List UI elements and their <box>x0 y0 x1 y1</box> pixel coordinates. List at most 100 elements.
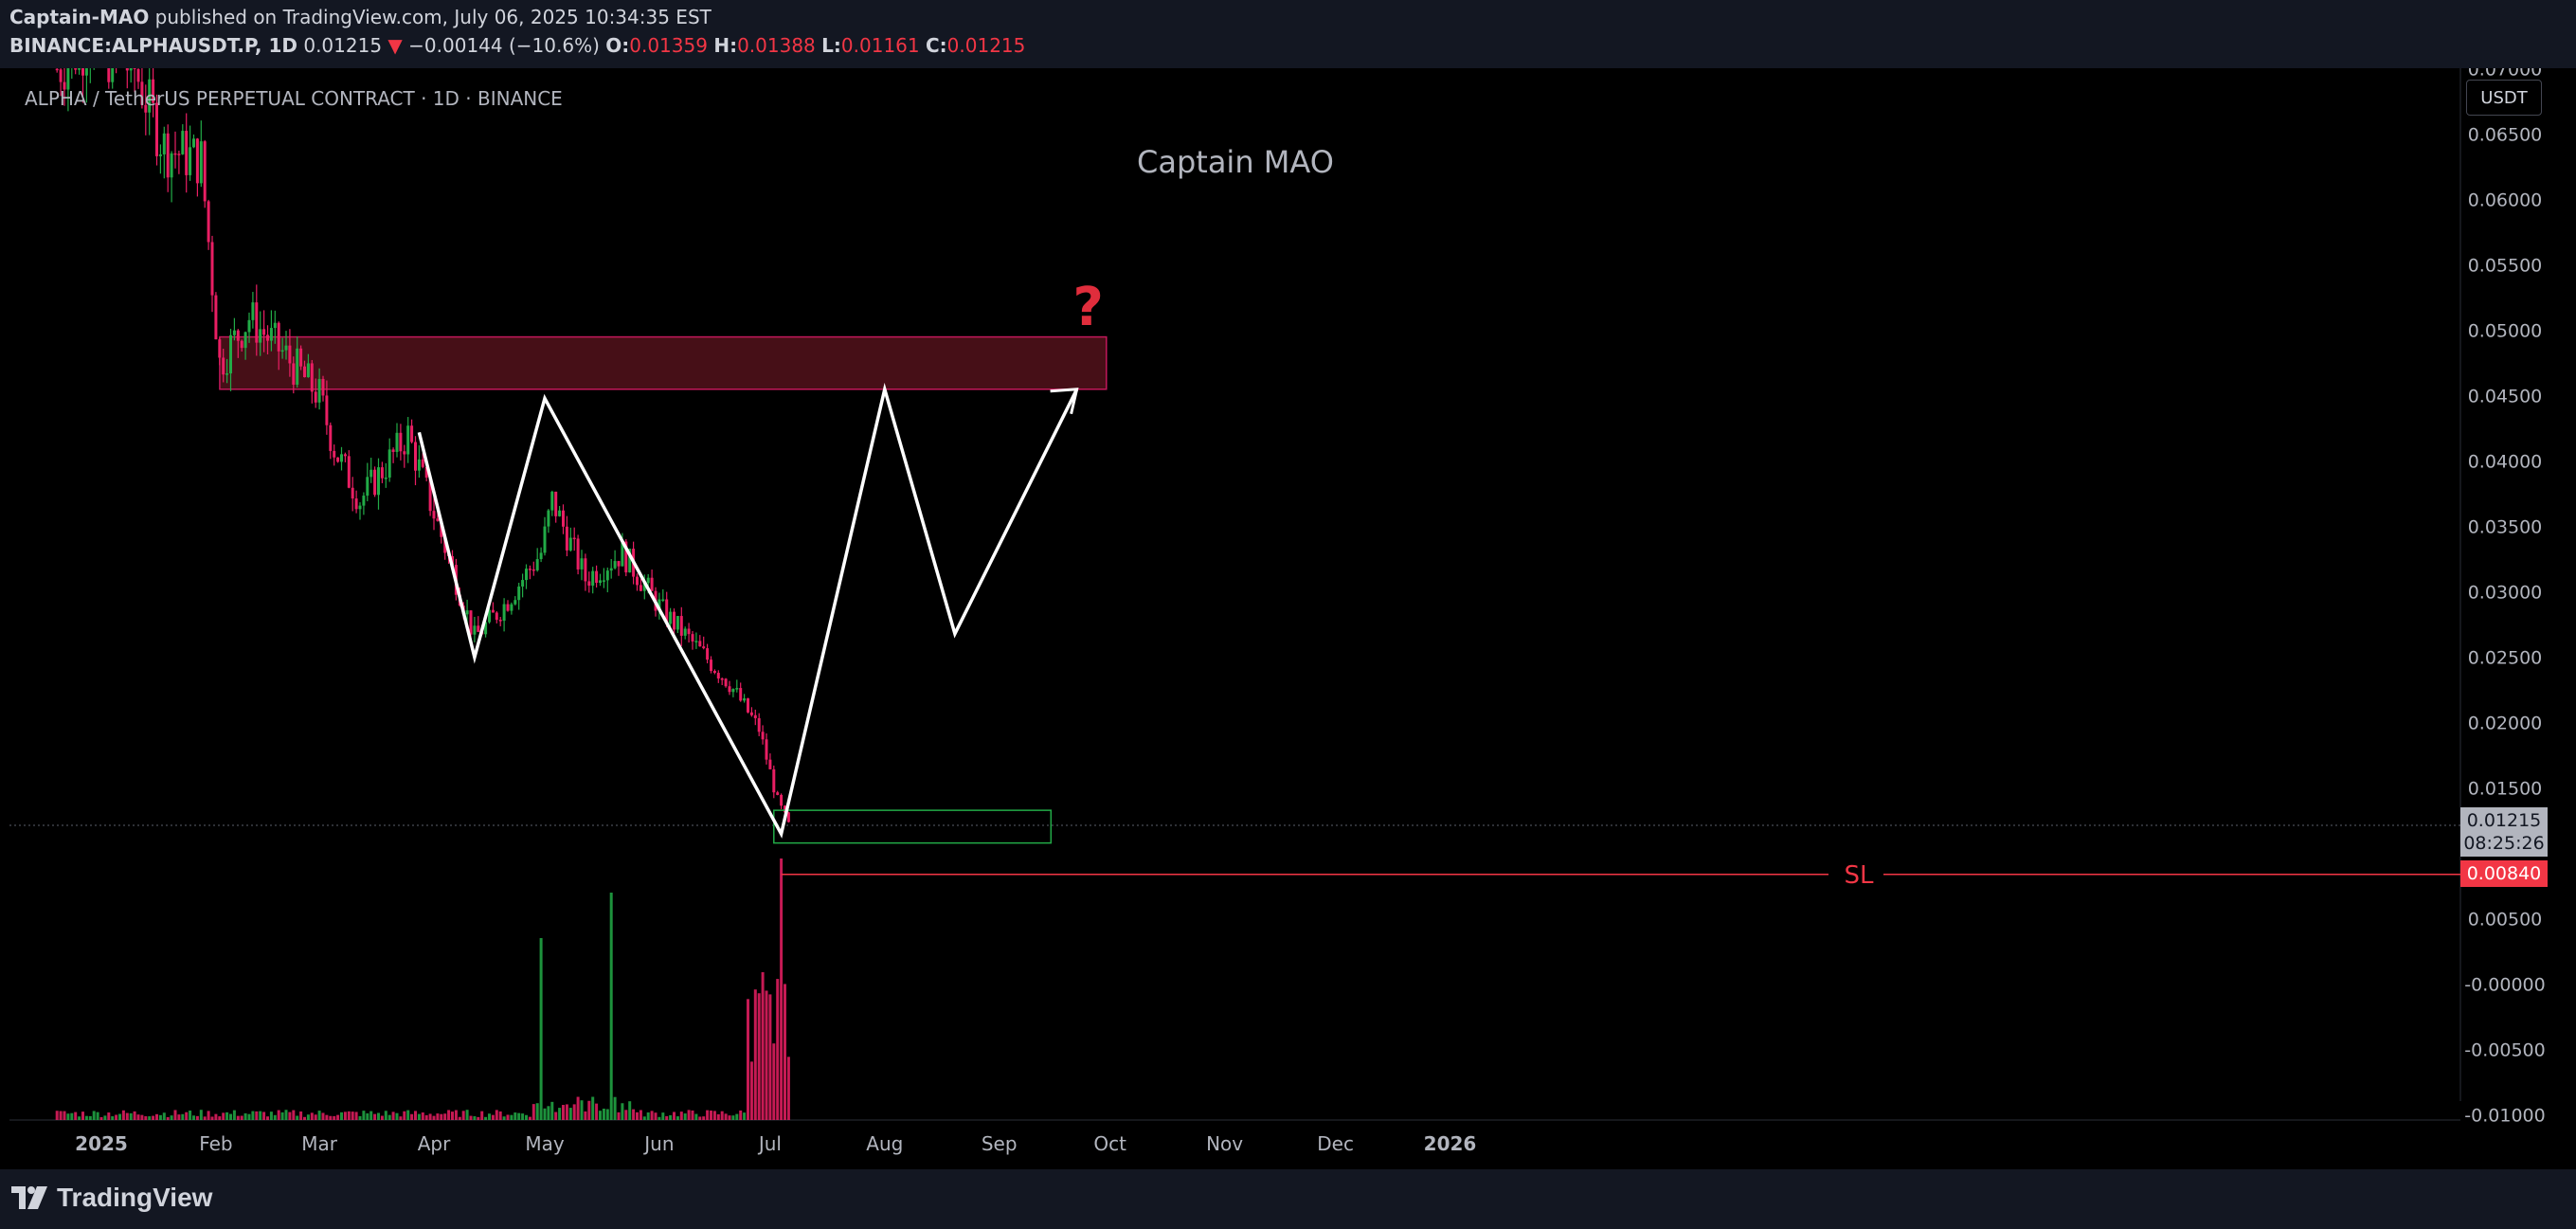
candle-body <box>403 451 406 455</box>
high-value: 0.01388 <box>737 34 816 57</box>
volume-bar <box>148 1116 152 1120</box>
volume-bar <box>621 1103 624 1120</box>
volume-bar <box>724 1113 728 1120</box>
volume-bar <box>343 1112 347 1120</box>
volume-bar <box>572 1104 576 1120</box>
volume-bar <box>458 1116 461 1120</box>
volume-bar <box>121 1110 125 1120</box>
candle-body <box>111 68 115 82</box>
volume-bar <box>591 1096 595 1120</box>
candle-body <box>129 68 133 71</box>
candle-body <box>259 329 262 343</box>
pair-title: ALPHA / TetherUS PERPETUAL CONTRACT · 1D… <box>25 87 563 110</box>
x-tick-label: Nov <box>1206 1132 1243 1155</box>
volume-bar <box>185 1112 189 1120</box>
candle-body <box>373 469 377 496</box>
volume-bar <box>273 1114 277 1120</box>
candle-body <box>517 586 521 601</box>
volume-bar <box>461 1111 465 1120</box>
candle-body <box>488 609 491 623</box>
candle-body <box>525 569 528 581</box>
candle-body <box>595 570 599 584</box>
candle-body <box>296 348 299 385</box>
volume-bar <box>358 1115 362 1120</box>
candle-body <box>366 477 369 497</box>
volume-bar <box>716 1113 720 1120</box>
candle-body <box>74 68 78 70</box>
volume-bar <box>325 1114 329 1120</box>
volume-bar <box>170 1115 173 1120</box>
candle-body <box>495 612 498 621</box>
volume-bar <box>539 938 543 1120</box>
candle-body <box>702 646 706 649</box>
candle-body <box>358 505 362 510</box>
chart-area[interactable]: 0.07000 0.06500 0.06000 0.05500 0.05000 0.045… <box>0 68 2576 1169</box>
volume-bar <box>63 1111 66 1120</box>
candle-body <box>473 625 477 635</box>
volume-bar <box>152 1115 155 1120</box>
volume-bar <box>158 1114 162 1120</box>
volume-bar <box>336 1114 340 1120</box>
currency-button[interactable]: USDT <box>2466 80 2542 116</box>
volume-bar <box>66 1113 70 1120</box>
volume-bar <box>111 1116 115 1120</box>
volume-bar <box>547 1106 550 1120</box>
x-tick-label: Mar <box>301 1132 338 1155</box>
y-tick-label: -0.01000 <box>2464 1106 2545 1127</box>
volume-bar <box>706 1110 710 1120</box>
y-tick-label: 0.04000 <box>2468 452 2543 473</box>
pattern-path[interactable] <box>417 382 1079 839</box>
volume-bar <box>259 1111 262 1120</box>
volume-bar <box>469 1115 473 1120</box>
volume-bar <box>255 1111 259 1120</box>
author-name[interactable]: Captain-MAO <box>9 6 150 28</box>
resistance-zone[interactable] <box>219 335 1108 390</box>
volume-bar <box>510 1114 513 1120</box>
volume-bar <box>698 1116 702 1120</box>
volume-bar <box>753 989 757 1120</box>
candle-body <box>591 570 595 587</box>
volume-bar <box>720 1111 724 1120</box>
candle-body <box>683 628 687 636</box>
volume-bar <box>329 1115 333 1120</box>
x-tick-label: 2026 <box>1424 1132 1477 1155</box>
entry-zone[interactable] <box>773 809 1053 844</box>
volume-bar <box>232 1110 236 1120</box>
candle-body <box>310 363 314 392</box>
price-chart[interactable]: 0.07000 0.06500 0.06000 0.05500 0.05000 0.045… <box>0 68 2576 1169</box>
candle-body <box>587 581 591 587</box>
candle-body <box>354 498 358 510</box>
candle-body <box>768 759 772 769</box>
candle-body <box>340 454 343 462</box>
x-tick-label: May <box>525 1132 565 1155</box>
candle-body <box>661 599 665 601</box>
candle-body <box>749 712 753 715</box>
stop-loss-tag: 0.00840 <box>2460 860 2548 887</box>
symbol-name[interactable]: BINANCE:ALPHAUSDT.P, 1D <box>9 34 297 57</box>
candle-body <box>325 395 329 425</box>
volume-bar <box>502 1116 506 1120</box>
volume-bar <box>495 1110 498 1120</box>
x-tick-label: Dec <box>1317 1132 1354 1155</box>
candle-body <box>543 526 547 553</box>
y-tick-label: -0.00500 <box>2464 1040 2545 1061</box>
volume-bar <box>535 1103 539 1120</box>
candle-body <box>266 334 269 341</box>
candle-body <box>306 363 310 378</box>
candle-body <box>757 717 761 732</box>
tradingview-logo[interactable]: TradingView <box>11 1183 212 1213</box>
volume-bar <box>406 1110 410 1120</box>
candle-body <box>155 102 158 156</box>
volume-bar <box>214 1113 218 1120</box>
volume-bar <box>683 1113 687 1120</box>
candle-body <box>377 467 380 496</box>
tradingview-logo-text: TradingView <box>57 1183 213 1212</box>
candle-body <box>613 561 617 569</box>
volume-bar <box>240 1115 243 1120</box>
candle-body <box>558 510 562 516</box>
volume-bar <box>765 990 768 1120</box>
candle-body <box>189 147 192 175</box>
candle-body <box>55 68 59 71</box>
volume-bar <box>646 1112 650 1120</box>
volume-bar <box>306 1114 310 1120</box>
